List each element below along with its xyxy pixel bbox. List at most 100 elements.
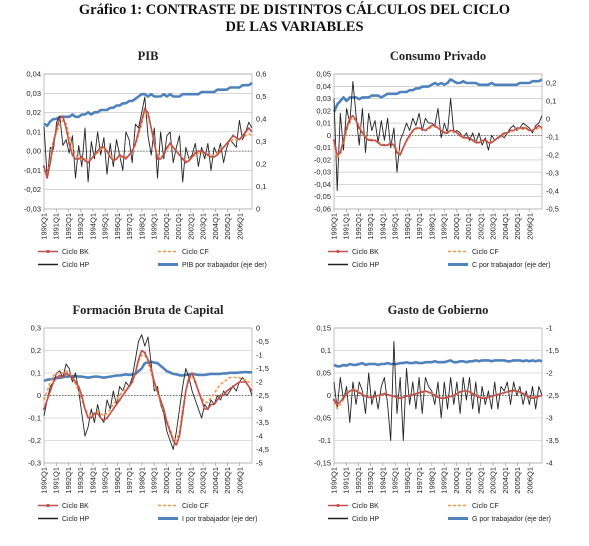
y-tick-label: -0,1 (28, 414, 41, 423)
x-tick-label: 2005Q1 (223, 213, 232, 240)
x-tick-label: 1998Q1 (137, 467, 146, 494)
data-point (80, 155, 84, 159)
x-tick-label: 1995Q1 (101, 213, 110, 240)
data-point (219, 394, 222, 397)
x-tick-label: 2001Q1 (464, 213, 473, 240)
x-tick-label: 1999Q1 (440, 467, 449, 494)
series-line (333, 389, 543, 406)
chart-svg: PIB 0,04 0,03 0,02 0,01 0,00 -0,01 -0,02 -0,03 0,… (24, 49, 267, 269)
x-tick-label: 1990Q1 (40, 467, 49, 494)
y-tick-label: 0 (327, 391, 331, 400)
x-tick-label: 2005Q1 (513, 467, 522, 494)
x-tick-label: 1993Q1 (76, 213, 85, 240)
x-tick-label: 2004Q1 (501, 213, 510, 240)
x-tick-label: 1992Q1 (64, 467, 73, 494)
y2-tick-label: 0,2 (256, 160, 266, 169)
data-point (231, 134, 235, 137)
x-tick-label: 1990Q1 (40, 213, 49, 240)
chart-title: Gasto de Gobierno (388, 303, 489, 317)
x-tick-label: 2002Q1 (186, 213, 195, 240)
y2-tick-label: 0 (546, 115, 550, 124)
x-tick-label: 1992Q1 (354, 213, 363, 240)
data-point (433, 124, 437, 127)
legend-label: I por trabajador (eje der) (182, 516, 257, 523)
data-point (370, 396, 374, 399)
figure-title: Gráfico 1: CONTRASTE DE DISTINTOS CÁLCUL… (0, 2, 589, 36)
legend-marker (336, 249, 340, 254)
data-point (181, 157, 184, 161)
y-tick-label: -0,05 (314, 192, 331, 201)
x-tick-label: 1991Q1 (342, 213, 351, 240)
data-point (332, 139, 336, 142)
y-tick-label: 0,03 (316, 94, 331, 103)
plot-area (333, 73, 543, 210)
y-tick-label: 0,3 (31, 324, 41, 333)
data-point (168, 142, 172, 145)
x-tick-label: 2002Q1 (476, 467, 485, 494)
data-point (383, 143, 386, 147)
data-point (194, 151, 197, 155)
series-line (43, 349, 253, 446)
y-tick-label: 0,04 (26, 70, 41, 79)
data-point (458, 390, 462, 394)
data-point (496, 393, 500, 396)
y2-tick-label: 0,3 (256, 137, 266, 146)
legend-label: Ciclo CF (182, 503, 209, 510)
data-point (105, 416, 109, 420)
data-point (395, 151, 399, 154)
legend-marker (46, 503, 50, 508)
x-tick-label: 1993Q1 (76, 467, 85, 494)
y-tick-label: 0,00 (26, 147, 41, 156)
y2-tick-label: -1,5 (256, 364, 269, 373)
data-point (534, 396, 537, 399)
data-point (206, 407, 210, 411)
y2-tick-label: -3 (546, 414, 553, 423)
data-point (345, 392, 348, 395)
y-tick-label: 0,01 (26, 127, 41, 136)
data-point (471, 392, 474, 395)
data-point (446, 396, 449, 399)
y2-tick-label: 0 (256, 205, 260, 214)
y2-tick-label: -1,5 (546, 346, 559, 355)
x-tick-label: 2006Q1 (235, 467, 244, 494)
y2-tick-label: -1 (546, 324, 553, 333)
x-tick-label: 2001Q1 (464, 467, 473, 494)
legend-marker (46, 249, 50, 254)
x-tick-label: 1992Q1 (354, 467, 363, 494)
y2-tick-label: 0,4 (256, 115, 266, 124)
x-tick-label: 1997Q1 (125, 467, 134, 494)
x-tick-label: 1999Q1 (150, 467, 159, 494)
y-tick-label: 0,1 (31, 369, 41, 378)
x-tick-label: 2005Q1 (223, 467, 232, 494)
x-tick-label: 2006Q1 (525, 467, 534, 494)
y2-tick-label: -0,4 (546, 187, 559, 196)
x-tick-label: 1992Q1 (64, 213, 73, 240)
series-line (43, 107, 253, 179)
y2-tick-label: -0,2 (546, 151, 559, 160)
x-tick-label: 1997Q1 (415, 213, 424, 240)
y-tick-label: 0,05 (316, 70, 331, 79)
x-tick-label: 1998Q1 (427, 467, 436, 494)
legend-marker (336, 503, 340, 508)
y-tick-label: -0,01 (24, 166, 41, 175)
y-tick-label: -0,1 (318, 436, 331, 445)
series-line (43, 96, 253, 183)
data-point (332, 398, 336, 402)
data-point (370, 139, 374, 142)
data-point (156, 157, 159, 161)
x-tick-label: 1994Q1 (378, 467, 387, 494)
x-tick-label: 1994Q1 (88, 467, 97, 494)
data-point (484, 397, 487, 400)
y-tick-label: -0,01 (314, 143, 331, 152)
legend-label: Ciclo HP (352, 516, 380, 523)
data-point (219, 149, 222, 153)
x-tick-label: 1997Q1 (125, 213, 134, 240)
x-tick-label: 2002Q1 (186, 467, 195, 494)
y-tick-label: -0,15 (314, 459, 331, 468)
data-point (484, 139, 487, 142)
y-tick-label: 0 (37, 391, 41, 400)
data-point (509, 389, 512, 393)
x-tick-label: 1999Q1 (150, 213, 159, 240)
data-point (421, 390, 424, 394)
legend-label: Ciclo BK (62, 503, 89, 510)
